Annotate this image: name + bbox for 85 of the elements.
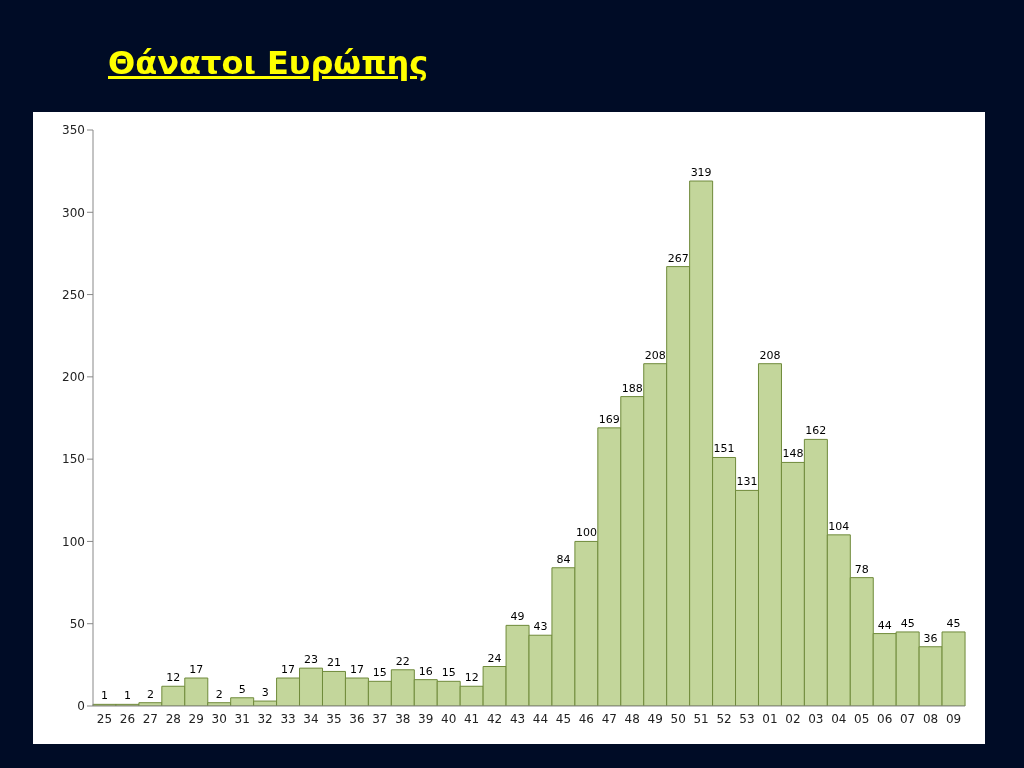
x-tick-label: 33 xyxy=(280,711,296,726)
data-label: 23 xyxy=(304,653,319,667)
y-tick-label: 200 xyxy=(62,370,85,385)
x-tick-label: 26 xyxy=(119,711,136,726)
data-label: 24 xyxy=(487,651,502,665)
x-tick-label: 30 xyxy=(211,711,227,726)
x-tick-label: 28 xyxy=(165,711,181,726)
data-label: 45 xyxy=(946,616,961,630)
data-label: 5 xyxy=(238,682,246,696)
x-tick-label: 31 xyxy=(234,711,250,726)
data-label: 12 xyxy=(464,671,479,685)
chart-title: Θάνατοι Ευρώπης xyxy=(108,44,429,82)
x-tick-label: 35 xyxy=(326,711,342,726)
data-label: 15 xyxy=(372,666,387,680)
x-tick-label: 49 xyxy=(647,711,663,726)
data-label: 1 xyxy=(101,689,108,703)
x-tick-label: 34 xyxy=(303,711,319,726)
data-label: 1 xyxy=(123,689,131,703)
y-tick-label: 350 xyxy=(62,123,85,138)
x-tick-label: 32 xyxy=(257,711,273,726)
x-tick-label: 07 xyxy=(899,711,916,726)
data-label: 3 xyxy=(261,686,269,700)
x-tick-label: 40 xyxy=(441,711,457,726)
y-tick-label: 300 xyxy=(62,205,85,220)
x-tick-label: 05 xyxy=(854,711,870,726)
data-label: 12 xyxy=(166,671,181,685)
data-label: 21 xyxy=(326,656,341,670)
x-tick-label: 42 xyxy=(486,711,503,726)
data-label: 188 xyxy=(621,381,643,395)
x-tick-label: 25 xyxy=(96,711,113,726)
x-tick-label: 08 xyxy=(922,711,939,726)
data-label: 100 xyxy=(575,526,597,540)
data-label: 148 xyxy=(782,447,804,461)
data-label: 2 xyxy=(146,687,154,701)
x-tick-label: 04 xyxy=(831,711,847,726)
y-tick-label: 0 xyxy=(77,699,85,714)
x-tick-label: 44 xyxy=(532,711,549,726)
data-label: 22 xyxy=(395,654,410,668)
x-tick-label: 50 xyxy=(670,711,686,726)
x-tick-label: 03 xyxy=(808,711,824,726)
x-tick-label: 48 xyxy=(624,711,640,726)
data-label: 267 xyxy=(667,251,689,265)
x-tick-label: 27 xyxy=(142,711,159,726)
data-label: 16 xyxy=(418,664,433,678)
y-tick-label: 250 xyxy=(62,287,85,302)
x-tick-label: 38 xyxy=(395,711,411,726)
x-tick-label: 52 xyxy=(716,711,732,726)
x-tick-label: 09 xyxy=(945,711,962,726)
x-tick-label: 36 xyxy=(349,711,365,726)
data-label: 169 xyxy=(598,412,620,426)
data-label: 17 xyxy=(189,663,204,677)
data-label: 151 xyxy=(713,442,735,456)
x-tick-label: 46 xyxy=(578,711,595,726)
x-tick-label: 37 xyxy=(372,711,388,726)
data-label: 36 xyxy=(923,631,938,645)
x-tick-label: 45 xyxy=(555,711,572,726)
data-label: 43 xyxy=(533,620,548,634)
data-label: 208 xyxy=(644,348,666,362)
x-tick-label: 53 xyxy=(739,711,755,726)
y-tick-label: 50 xyxy=(69,616,85,631)
y-tick-label: 150 xyxy=(62,452,85,467)
x-tick-label: 06 xyxy=(877,711,893,726)
data-label: 208 xyxy=(759,348,781,362)
x-tick-label: 47 xyxy=(601,711,617,726)
data-label: 49 xyxy=(510,610,525,624)
data-label: 15 xyxy=(441,666,456,680)
x-tick-label: 01 xyxy=(762,711,778,726)
data-label: 78 xyxy=(854,562,869,576)
data-label: 44 xyxy=(877,618,892,632)
data-label: 319 xyxy=(690,166,712,180)
data-label: 45 xyxy=(900,616,915,630)
x-tick-label: 39 xyxy=(418,711,434,726)
data-label: 104 xyxy=(828,519,850,533)
x-tick-label: 41 xyxy=(463,711,480,726)
x-tick-label: 02 xyxy=(785,711,801,726)
x-tick-label: 29 xyxy=(188,711,204,726)
x-tick-label: 51 xyxy=(693,711,709,726)
data-label: 2 xyxy=(215,687,223,701)
y-tick-label: 100 xyxy=(62,534,85,549)
data-label: 131 xyxy=(736,475,758,489)
data-label: 84 xyxy=(556,552,571,566)
data-label: 17 xyxy=(349,663,364,677)
x-tick-label: 43 xyxy=(509,711,526,726)
data-label: 162 xyxy=(805,424,827,438)
data-label: 17 xyxy=(281,663,296,677)
